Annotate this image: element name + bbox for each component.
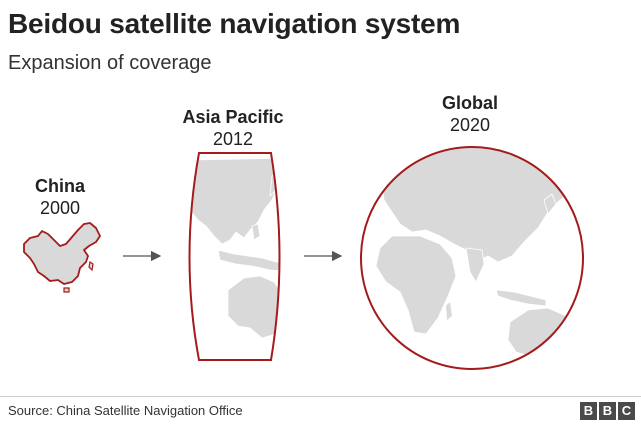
australia-landmass	[227, 275, 280, 339]
footer-divider	[0, 396, 641, 397]
indonesia-landmass	[217, 249, 280, 273]
asia-pacific-map	[188, 152, 290, 361]
hainan-island	[63, 287, 70, 293]
africa-landmass	[375, 235, 457, 335]
stage-year: 2012	[212, 129, 254, 149]
logo-letter: C	[618, 402, 635, 420]
chart-subtitle: Expansion of coverage	[8, 52, 212, 74]
logo-letter: B	[580, 402, 597, 420]
madagascar-landmass	[446, 302, 452, 320]
stage-name: China	[34, 176, 85, 196]
stage-name: Asia Pacific	[182, 107, 284, 127]
stage-name: Global	[441, 93, 498, 113]
stage-year: 2020	[449, 115, 491, 135]
source-note: Source: China Satellite Navigation Offic…	[8, 403, 243, 418]
indonesia-landmass-global	[495, 289, 547, 307]
new-zealand-landmass	[286, 336, 290, 352]
chart-title: Beidou satellite navigation system	[8, 8, 461, 39]
china-coverage-shape	[23, 222, 101, 285]
global-coverage-outline	[360, 146, 584, 370]
global-map	[360, 146, 584, 370]
taiwan-island	[88, 261, 94, 272]
stage-label-global: Global 2020	[420, 92, 520, 136]
japan-landmass-global	[543, 193, 557, 215]
stage-label-china: China 2000	[20, 175, 100, 219]
logo-letter: B	[599, 402, 616, 420]
stage-label-asia-pacific: Asia Pacific 2012	[158, 106, 308, 150]
philippines-landmass	[251, 223, 261, 241]
china-map	[23, 222, 101, 293]
stage-year: 2000	[39, 198, 81, 218]
asia-pacific-coverage-outline	[188, 152, 281, 361]
india-landmass	[465, 247, 485, 283]
bbc-logo: B B C	[580, 402, 635, 420]
